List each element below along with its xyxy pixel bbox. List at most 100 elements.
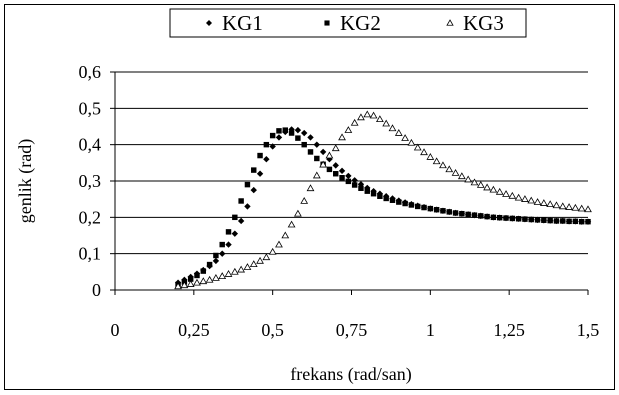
data-point-kg2 (326, 166, 333, 173)
data-point-kg3 (224, 270, 233, 277)
data-point-kg3 (186, 280, 195, 287)
data-point-kg3 (357, 113, 365, 121)
data-point-kg3 (584, 205, 592, 213)
data-point-kg2 (578, 218, 585, 225)
data-point-kg1 (231, 230, 239, 237)
data-point-kg1 (351, 177, 358, 184)
data-point-kg2 (427, 205, 434, 212)
data-point-kg3 (539, 199, 548, 206)
data-point-kg3 (300, 196, 309, 204)
data-point-kg2 (383, 195, 389, 202)
y-tick-label: 0,3 (79, 171, 102, 191)
data-point-kg2 (187, 276, 194, 282)
series-kg3 (174, 110, 592, 290)
gridlines (115, 71, 588, 255)
data-point-kg3 (565, 203, 573, 210)
data-point-kg3 (394, 129, 403, 136)
legend-item-kg2: KG2 (324, 11, 381, 35)
data-point-kg1 (313, 141, 321, 148)
data-point-kg2 (440, 208, 446, 214)
data-point-kg3 (199, 277, 208, 285)
data-point-kg2 (389, 197, 396, 203)
data-point-kg3 (495, 187, 504, 195)
data-point-kg1 (212, 257, 220, 265)
data-point-kg1 (301, 129, 308, 137)
data-point-kg3 (489, 185, 498, 193)
data-point-kg3 (205, 275, 214, 283)
data-point-kg2 (415, 203, 421, 210)
data-point-kg2 (244, 181, 251, 188)
data-point-kg3 (319, 160, 328, 168)
y-tick-label: 0,2 (79, 207, 102, 227)
data-point-kg2 (452, 210, 459, 216)
data-point-kg3 (483, 183, 491, 191)
data-point-kg1 (256, 170, 264, 177)
legend-label-kg1: KG1 (222, 11, 263, 35)
data-point-kg3 (331, 144, 340, 152)
data-point-kg2 (219, 241, 225, 248)
data-point-kg3 (457, 172, 466, 180)
data-point-kg3 (262, 253, 271, 261)
data-point-kg2 (478, 213, 484, 219)
data-point-kg3 (451, 169, 460, 176)
legend-marker-kg1 (206, 20, 212, 26)
legend-marker-kg3 (446, 19, 454, 26)
data-point-kg1 (345, 172, 352, 180)
data-point-kg1 (332, 162, 339, 169)
data-point-kg3 (294, 209, 302, 217)
x-tick-label: 0,75 (336, 320, 368, 340)
x-tick-label: 1,5 (577, 320, 600, 340)
data-point-kg2 (509, 215, 516, 222)
data-point-kg3 (350, 118, 359, 126)
data-point-kg3 (413, 143, 422, 151)
data-point-kg2 (339, 175, 345, 181)
data-point-kg1 (319, 148, 327, 156)
data-point-kg2 (490, 214, 497, 221)
data-point-kg2 (232, 214, 238, 221)
data-point-kg3 (268, 247, 277, 255)
x-tick-label: 0,5 (261, 320, 284, 340)
y-axis-label: genlik (rad) (15, 139, 36, 223)
data-point-kg2 (358, 185, 364, 191)
x-tick-label: 0 (111, 320, 120, 340)
data-point-kg3 (230, 267, 239, 275)
data-point-kg3 (212, 274, 220, 281)
data-point-kg2 (553, 218, 560, 224)
data-point-kg2 (206, 261, 213, 268)
data-point-kg2 (496, 214, 503, 221)
data-point-kg3 (369, 111, 378, 119)
data-point-kg2 (421, 204, 427, 211)
data-point-kg2 (351, 182, 358, 188)
data-point-kg1 (269, 143, 276, 150)
data-point-kg2 (301, 141, 307, 148)
data-point-kg2 (263, 141, 270, 148)
x-tick-label: 0,25 (178, 320, 210, 340)
legend-box (169, 8, 527, 38)
data-point-kg3 (249, 260, 258, 268)
data-point-kg2 (541, 217, 547, 223)
data-point-kg3 (388, 124, 397, 132)
data-point-kg3 (287, 220, 296, 228)
x-tick-label: 1,25 (493, 320, 525, 340)
amplitude-frequency-chart: 00,10,20,30,40,50,60 0,25 0,5 0,75 1 1,25 1,5 … (4, 4, 615, 390)
data-point-kg2 (282, 127, 288, 133)
data-series (174, 110, 592, 290)
data-point-kg1 (219, 250, 226, 257)
data-point-kg3 (256, 256, 264, 264)
data-point-kg3 (546, 200, 555, 208)
data-point-kg2 (433, 206, 440, 213)
data-point-kg3 (571, 203, 580, 211)
data-point-kg2 (471, 212, 478, 218)
data-point-kg2 (307, 149, 314, 155)
data-point-kg2 (225, 229, 232, 235)
data-point-kg3 (338, 133, 346, 141)
data-point-kg3 (464, 175, 473, 183)
legend: KG1 KG2 KG3 (169, 8, 527, 38)
axis-labels: frekans (rad/san) genlik (rad) (15, 139, 412, 385)
data-point-kg3 (476, 180, 485, 188)
legend-label-kg3: KG3 (463, 11, 504, 35)
data-point-kg1 (338, 167, 346, 175)
data-point-kg2 (370, 190, 377, 197)
data-point-kg2 (276, 128, 282, 134)
data-point-kg3 (470, 178, 479, 186)
